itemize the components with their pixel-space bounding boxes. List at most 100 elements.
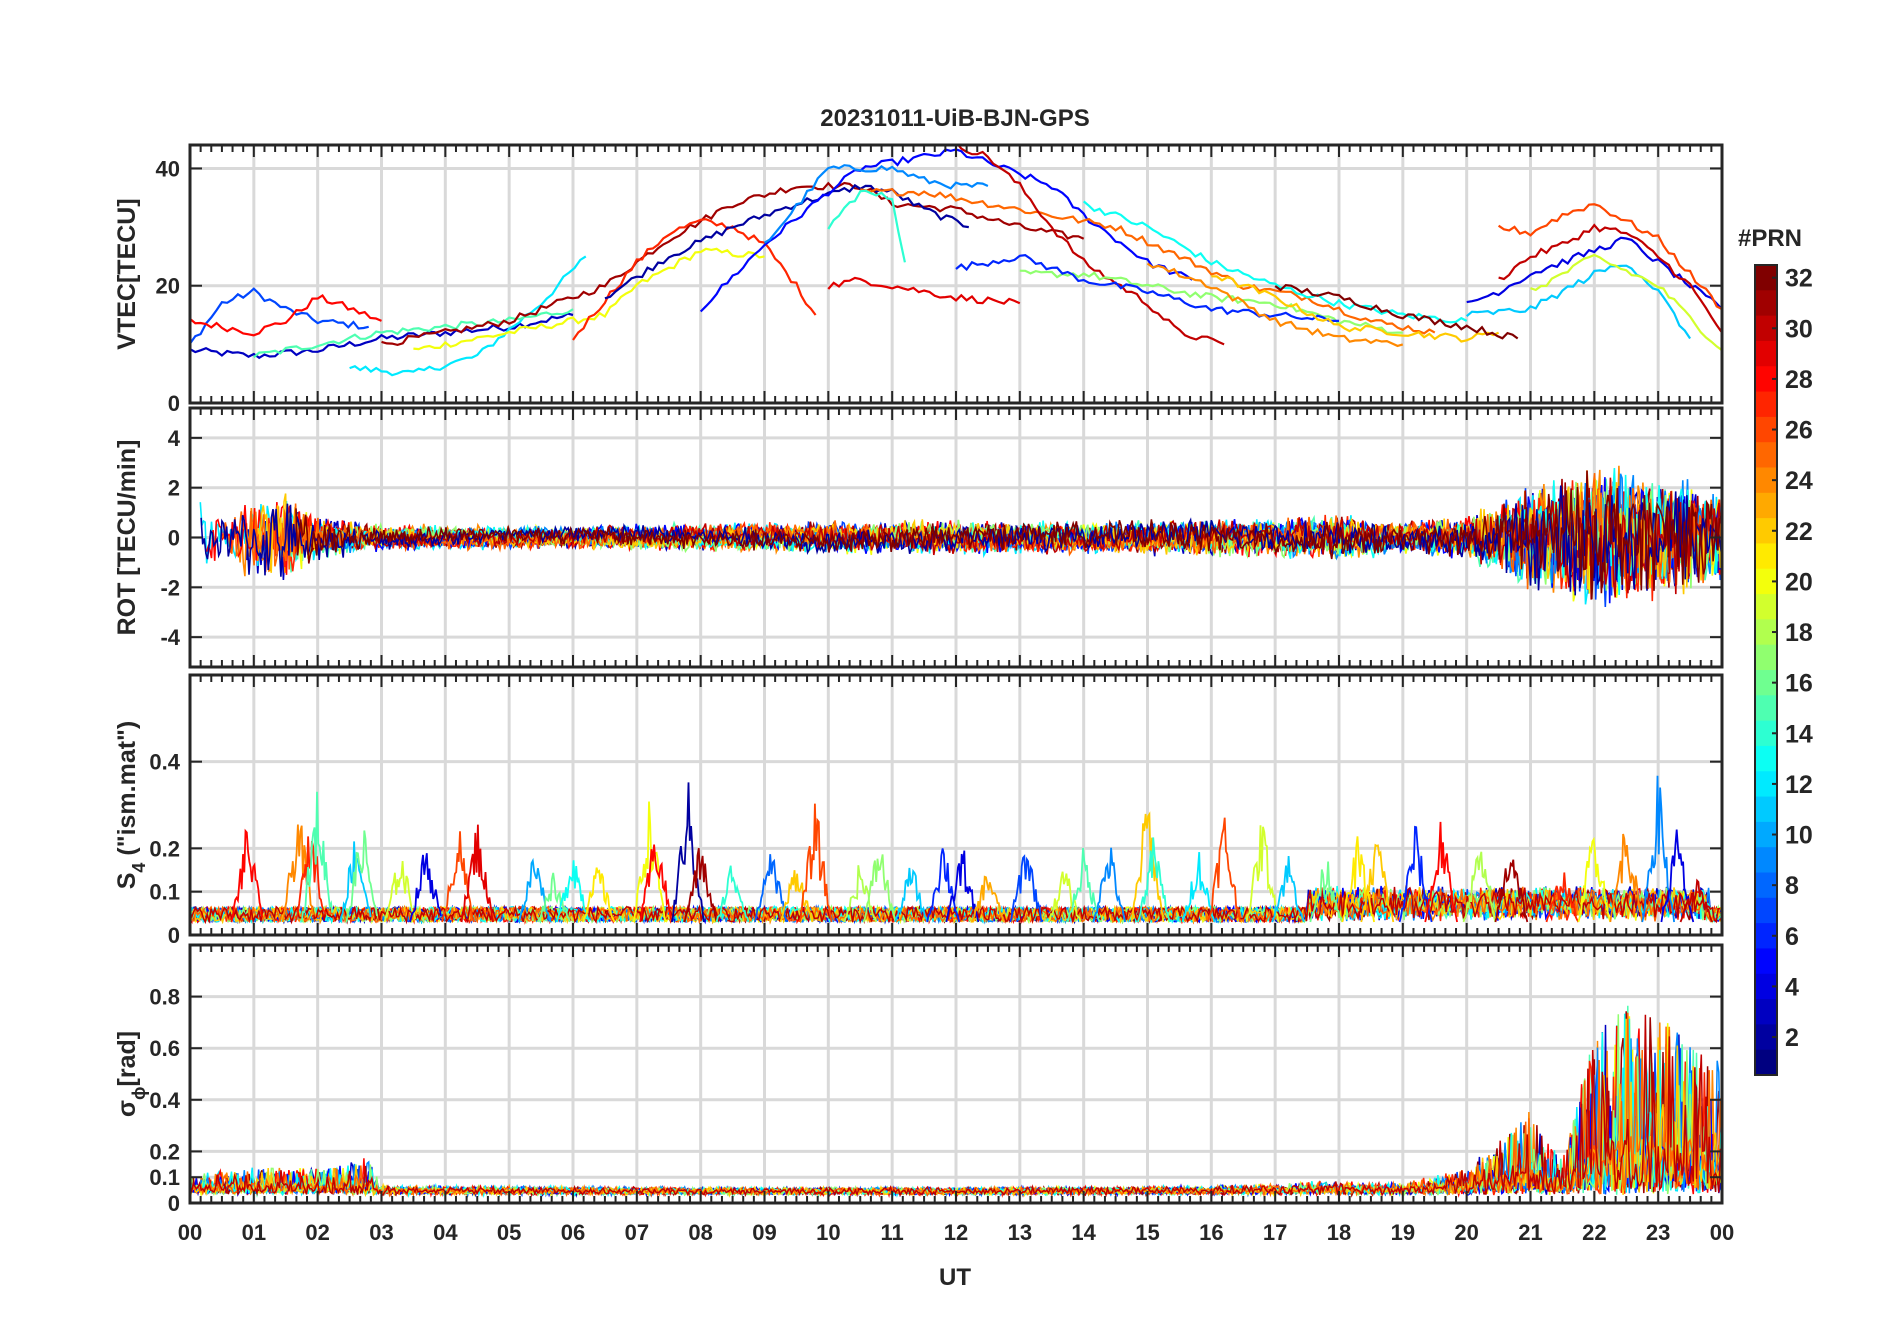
vtec-series-line <box>827 189 906 263</box>
x-tick-label: 19 <box>1391 1220 1415 1245</box>
colorbar-label: #PRN <box>1738 225 1802 252</box>
s4-peak-burst <box>581 867 616 923</box>
vtec-series-line <box>955 253 1339 322</box>
vtec-series-line <box>604 183 969 300</box>
x-tick-label: 21 <box>1518 1220 1542 1245</box>
colorbar-segment <box>1755 543 1777 570</box>
colorbar-tick-label: 22 <box>1785 518 1813 546</box>
x-tick-label: 14 <box>1071 1220 1096 1245</box>
colorbar-segment <box>1755 391 1777 418</box>
s4-peak-burst <box>1245 825 1280 923</box>
y-tick-label: 0.6 <box>149 1036 180 1061</box>
x-tick-label: 11 <box>881 1220 904 1245</box>
vtec-series-line <box>860 188 1436 335</box>
colorbar-tick-label: 20 <box>1785 568 1813 596</box>
colorbar-segment <box>1755 442 1777 469</box>
colorbar-segment <box>1755 1049 1777 1076</box>
s4-peak-burst <box>1494 859 1529 923</box>
vtec-panel: 0 20 40 VTEC[TECU] <box>113 143 1724 416</box>
colorbar-tick-label: 18 <box>1785 619 1813 647</box>
y-tick-label: 0.1 <box>149 880 180 905</box>
vtec-series-line <box>1530 253 1722 352</box>
vtec-series-line <box>349 255 587 377</box>
y-tick-label: -2 <box>160 575 180 600</box>
colorbar-segment <box>1755 745 1777 772</box>
s4-peak-burst <box>1207 817 1241 923</box>
colorbar-tick-label: 14 <box>1785 720 1813 748</box>
x-tick-label: 02 <box>305 1220 329 1245</box>
y-tick-label: 0.2 <box>149 1139 180 1164</box>
y-axis-label: S4 ("ism.mat") <box>113 721 149 890</box>
vtec-series-line <box>1466 236 1722 310</box>
y-label-main: S <box>113 873 141 890</box>
colorbar-segment <box>1755 518 1777 545</box>
colorbar-segment <box>1755 568 1777 595</box>
colorbar-segment <box>1755 973 1777 1000</box>
rot-series-line <box>295 470 1722 600</box>
y-axis-label: σϕ[rad] <box>113 1031 149 1117</box>
vtec-series-line <box>763 164 989 244</box>
y-tick-label: 0.4 <box>149 750 180 775</box>
s4-peak-burst <box>537 872 571 923</box>
s4-peak-burst <box>1462 851 1497 923</box>
y-tick-label: 2 <box>168 476 180 501</box>
x-tick-label: 22 <box>1582 1220 1606 1245</box>
colorbar-tick-label: 10 <box>1785 822 1813 850</box>
figure-title: 20231011-UiB-BJN-GPS <box>820 105 1089 132</box>
y-tick-label: 20 <box>156 274 180 299</box>
colorbar-segment <box>1755 467 1777 494</box>
y-tick-label: -4 <box>160 625 180 650</box>
colorbar-tick-label: 4 <box>1785 973 1799 1001</box>
vtec-series-line <box>253 308 574 359</box>
s4-peak-burst <box>1271 856 1305 923</box>
s4-peak-burst <box>1137 837 1171 923</box>
s4-peak-burst <box>1398 825 1433 923</box>
s4-peak-burst <box>460 824 495 923</box>
s4-peak-burst <box>894 867 929 923</box>
colorbar-tick-label: 6 <box>1785 923 1799 951</box>
s4-peak-burst <box>1047 871 1082 923</box>
y-tick-label: 4 <box>168 426 181 451</box>
s4-peak-burst <box>383 861 417 923</box>
s4-panel: 00.10.20.4S4 ("ism.mat") <box>113 673 1724 948</box>
colorbar-tick-label: 2 <box>1785 1024 1799 1052</box>
colorbar-segment <box>1755 366 1777 393</box>
colorbar-tick-label: 30 <box>1785 315 1813 343</box>
colorbar-segment <box>1755 720 1777 747</box>
colorbar-segment <box>1755 644 1777 671</box>
colorbar-segment <box>1755 670 1777 696</box>
x-tick-label: 05 <box>497 1220 521 1245</box>
vtec-series-line <box>1465 264 1692 340</box>
x-tick-label: 20 <box>1454 1220 1478 1245</box>
s4-peak-burst <box>754 854 788 923</box>
y-label-tail: ("ism.mat") <box>113 721 141 863</box>
y-label-main: σ <box>113 1100 141 1117</box>
x-tick-label: 04 <box>433 1220 458 1245</box>
colorbar-segment <box>1755 619 1777 646</box>
colorbar-segment <box>1755 771 1777 798</box>
x-minor-ticks <box>189 408 1723 667</box>
vtec-series-line <box>1498 223 1722 334</box>
s4-peak-burst <box>683 847 718 923</box>
colorbar-segment <box>1755 340 1777 367</box>
s4-peak-burst <box>441 831 475 923</box>
x-tick-label: 15 <box>1135 1220 1159 1245</box>
colorbar-segment <box>1755 948 1777 975</box>
vtec-series-line <box>1082 200 1468 324</box>
s4-peak-burst <box>1341 836 1375 923</box>
s4-peak-burst <box>715 865 750 923</box>
y-tick-label: 0.4 <box>149 1088 180 1113</box>
s4-peak-burst <box>779 870 814 923</box>
colorbar-segment <box>1755 897 1777 924</box>
vtec-series-line <box>1497 203 1722 311</box>
s4-peak-burst <box>1066 847 1101 923</box>
y-tick-label: 0 <box>168 391 180 416</box>
x-tick-label: 03 <box>369 1220 393 1245</box>
s4-peak-burst <box>632 801 667 923</box>
s4-peak-burst <box>556 860 590 923</box>
colorbar-segment <box>1755 416 1777 443</box>
x-minor-ticks <box>189 675 1723 935</box>
y-label-subscript: 4 <box>129 863 149 873</box>
y-tick-label: 0 <box>168 1191 180 1216</box>
s4-peak-burst <box>945 850 980 923</box>
